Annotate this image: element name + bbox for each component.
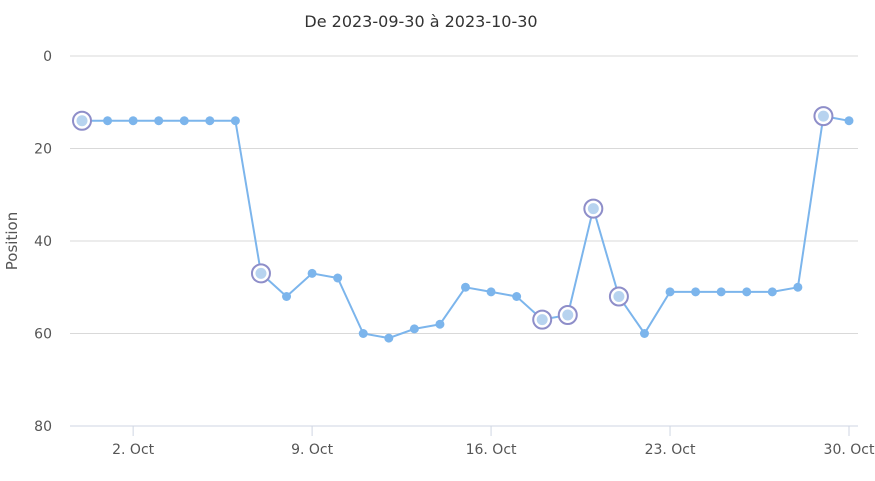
x-tick-label: 30. Oct: [824, 442, 875, 458]
data-point[interactable]: [793, 282, 803, 292]
x-tick-label: 9. Oct: [291, 442, 334, 458]
y-tick-label: 60: [34, 327, 52, 343]
x-axis: 2. Oct 9. Oct 16. Oct 23. Oct 30. Oct: [70, 425, 875, 458]
data-point[interactable]: [103, 116, 113, 126]
data-point[interactable]: [205, 116, 215, 126]
annotation-marker[interactable]: [583, 198, 604, 219]
data-point[interactable]: [512, 292, 522, 301]
x-tick-label: 23. Oct: [645, 442, 696, 458]
series-line: [82, 114, 850, 340]
data-point[interactable]: [742, 287, 752, 297]
data-point[interactable]: [307, 268, 317, 278]
data-point[interactable]: [767, 287, 777, 297]
gridlines: [70, 55, 858, 334]
y-axis-label: Position: [3, 212, 21, 270]
annotation-marker[interactable]: [813, 106, 834, 127]
y-axis-ticks: 0 20 40 60 80: [34, 49, 52, 435]
marker-core: [587, 203, 599, 215]
data-points: [72, 106, 854, 343]
data-point[interactable]: [844, 116, 854, 126]
data-point[interactable]: [665, 287, 675, 297]
annotation-marker[interactable]: [72, 110, 92, 131]
x-tick-label: 2. Oct: [112, 442, 155, 458]
y-tick-label: 80: [34, 419, 52, 435]
data-point[interactable]: [179, 116, 189, 126]
annotation-marker[interactable]: [557, 305, 578, 325]
data-point[interactable]: [409, 324, 419, 334]
y-tick-label: 40: [34, 234, 52, 250]
marker-core: [536, 314, 548, 326]
marker-core: [76, 115, 88, 127]
data-point[interactable]: [333, 273, 343, 283]
data-point[interactable]: [486, 287, 496, 297]
data-point[interactable]: [358, 329, 368, 338]
data-point[interactable]: [128, 116, 138, 126]
annotation-marker[interactable]: [532, 309, 553, 330]
y-tick-label: 20: [34, 142, 52, 158]
series-position: [82, 114, 850, 340]
data-point[interactable]: [154, 116, 164, 126]
data-point[interactable]: [461, 282, 470, 292]
data-point[interactable]: [282, 292, 292, 301]
y-tick-label: 0: [43, 49, 52, 65]
data-point[interactable]: [435, 319, 445, 329]
annotation-marker[interactable]: [608, 286, 629, 307]
x-tick-label: 16. Oct: [466, 442, 517, 458]
marker-core: [613, 291, 625, 302]
annotation-marker[interactable]: [250, 263, 271, 284]
data-point[interactable]: [639, 329, 649, 338]
data-point[interactable]: [384, 333, 394, 343]
marker-core: [255, 267, 267, 279]
data-point[interactable]: [691, 287, 701, 297]
chart-title: De 2023-09-30 à 2023-10-30: [304, 12, 537, 31]
data-point[interactable]: [230, 116, 240, 126]
marker-core: [817, 110, 829, 122]
data-point[interactable]: [716, 287, 726, 297]
marker-core: [562, 309, 574, 321]
